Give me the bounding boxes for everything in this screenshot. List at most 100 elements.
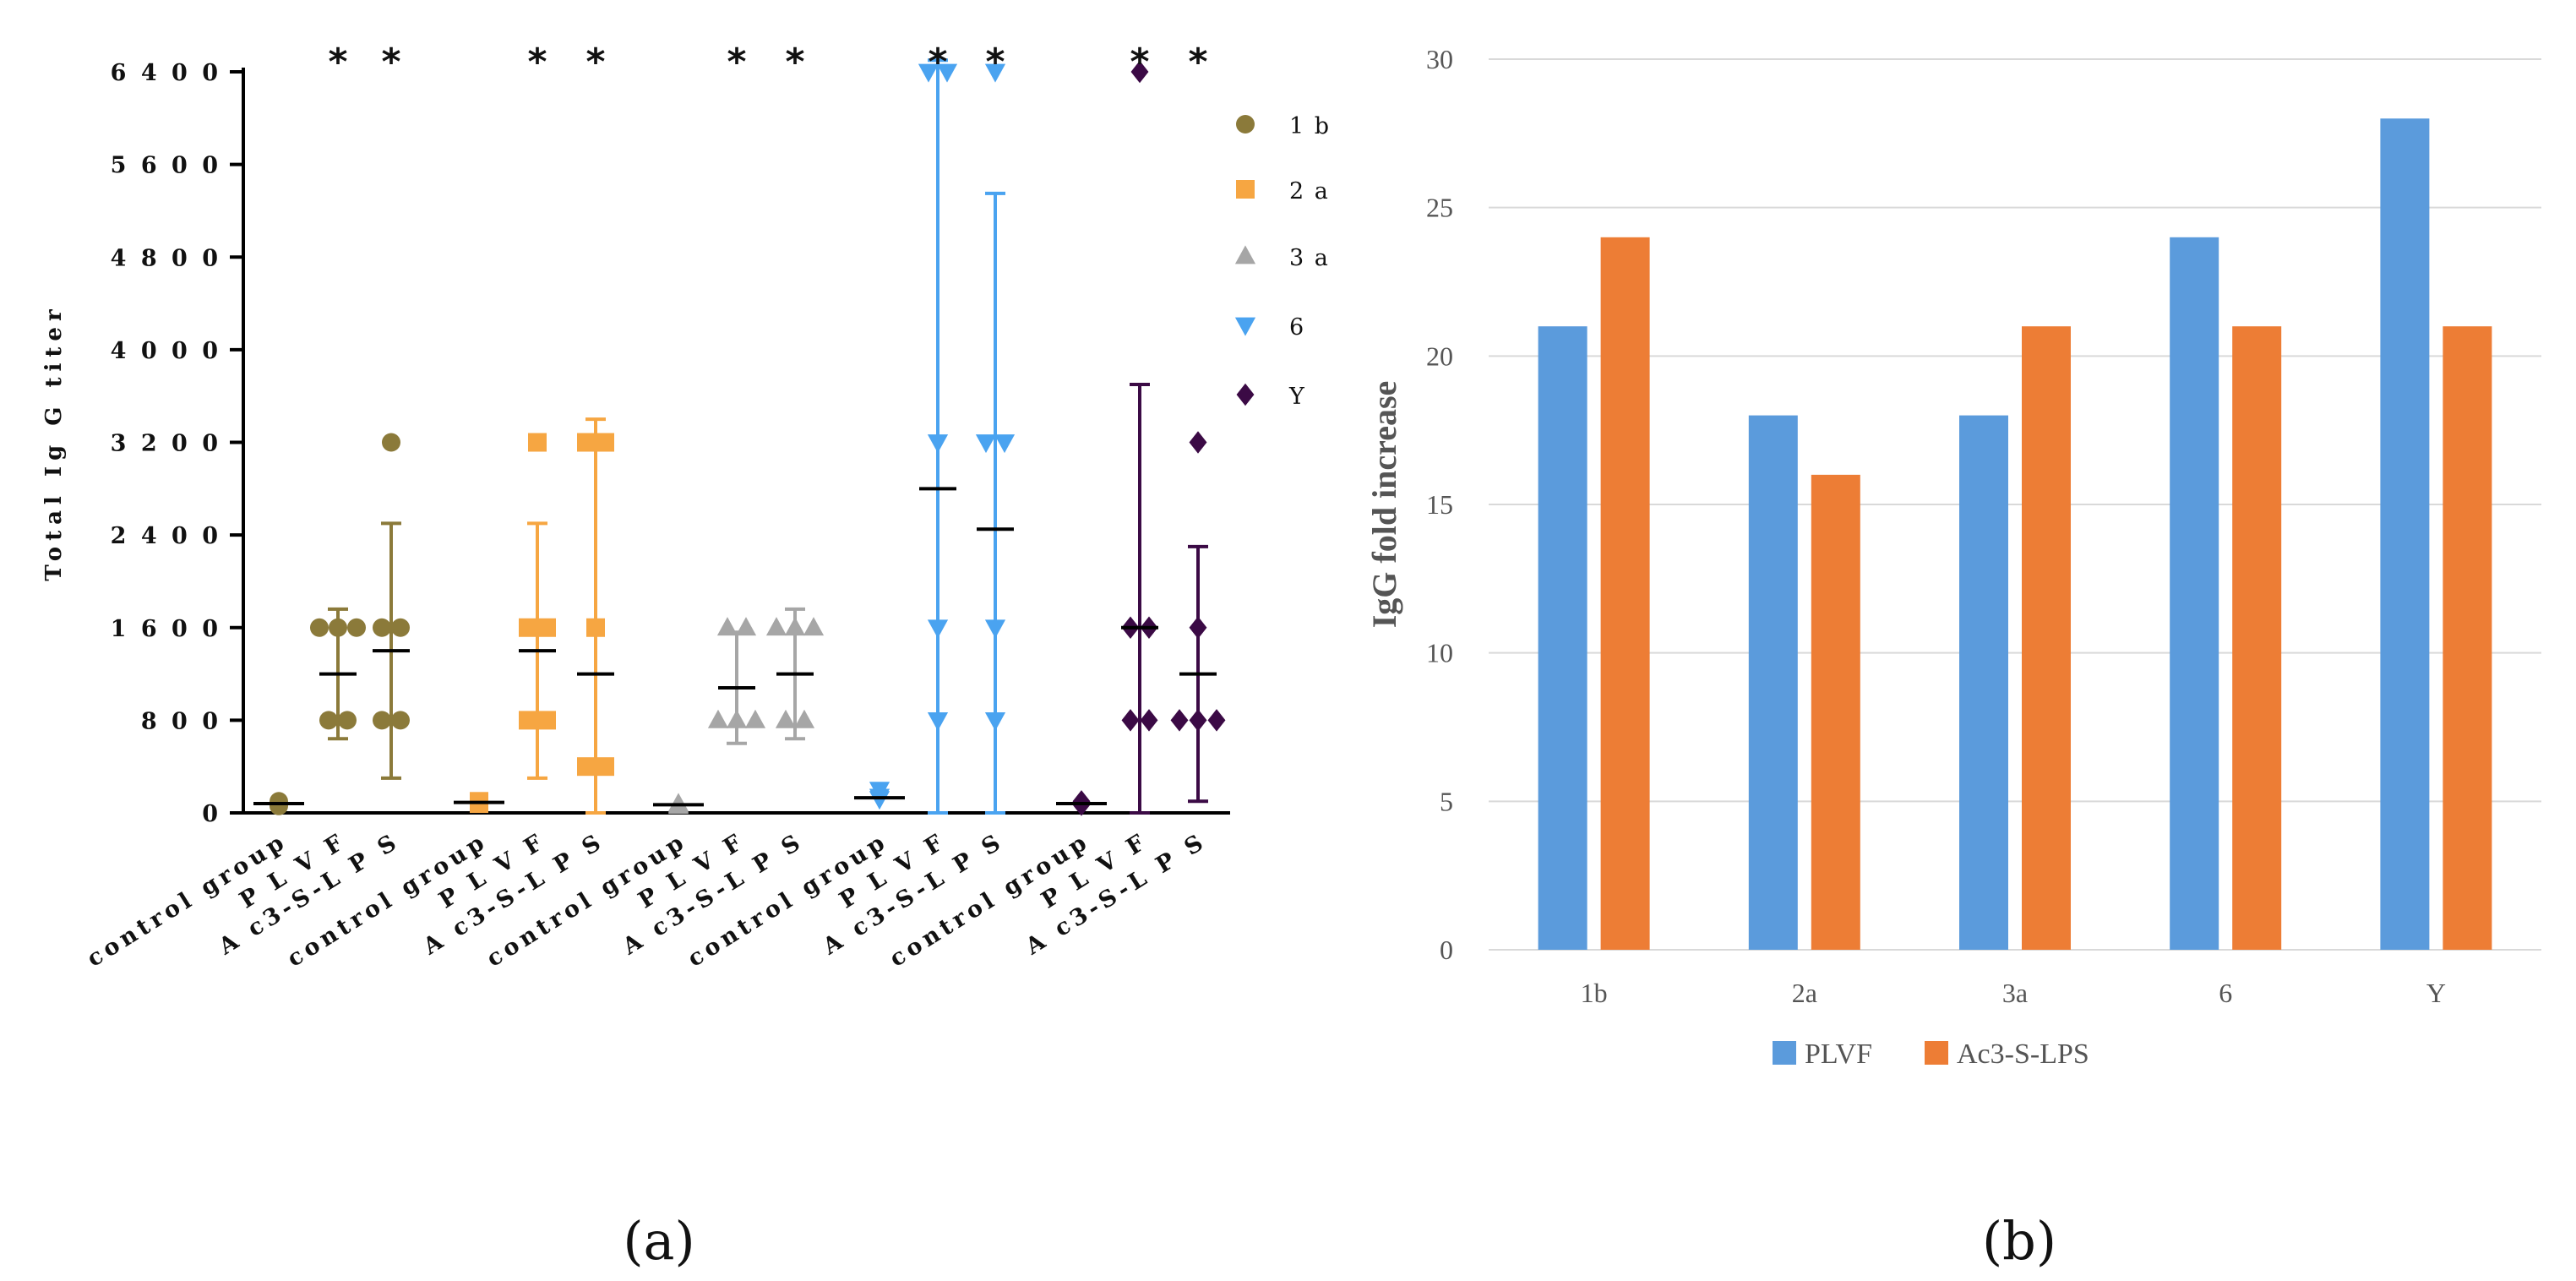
y-tick-label: 0	[1440, 935, 1453, 965]
data-point	[596, 757, 614, 777]
panel-a-label: (a)	[623, 1210, 694, 1272]
significance-star: *	[785, 41, 804, 84]
legend-swatch	[1925, 1041, 1948, 1065]
data-point	[726, 709, 748, 728]
data-point	[984, 63, 1006, 83]
data-point	[994, 434, 1016, 454]
legend-label: Y	[1288, 384, 1306, 410]
y-axis-title: IgG fold increase	[1365, 381, 1403, 629]
legend: PLVF Ac3-S-LPS	[1773, 1038, 2089, 1070]
data-point	[391, 711, 410, 730]
x-category-label: 6	[2219, 978, 2232, 1008]
data-point	[577, 433, 596, 452]
data-point	[382, 433, 400, 452]
data-point	[373, 618, 391, 637]
y-tick-label: 6 4 0 0	[111, 60, 221, 86]
data-point	[1189, 709, 1207, 732]
data-point	[1121, 709, 1140, 732]
data-point	[775, 709, 797, 728]
significance-star: *	[928, 41, 947, 84]
y-tick-label: 4 0 0 0	[111, 338, 221, 364]
bar-plvf	[2170, 237, 2219, 950]
legend-label: 6	[1289, 314, 1305, 341]
data-point	[744, 709, 766, 728]
data-point	[373, 711, 391, 730]
data-point	[577, 757, 596, 777]
group-column: *P L V F	[235, 41, 366, 914]
significance-star: *	[527, 41, 547, 84]
significance-star: *	[727, 41, 746, 84]
bar-group	[1748, 415, 1860, 951]
bar-ac3-s-lps	[2443, 326, 2492, 950]
y-tick-label: 20	[1426, 341, 1453, 371]
data-point	[1140, 709, 1158, 732]
bar-group	[2170, 237, 2282, 950]
data-point	[519, 618, 537, 637]
significance-star: *	[1188, 41, 1207, 84]
y-tick-label: 4 8 0 0	[111, 245, 221, 271]
data-point	[310, 618, 329, 637]
data-point	[918, 63, 939, 83]
legend-label: 1 b	[1289, 113, 1331, 139]
data-point	[793, 709, 815, 728]
data-point	[927, 619, 949, 639]
y-tick-label: 5 6 0 0	[111, 153, 221, 179]
group-column: *A c3-S-L P S	[418, 41, 614, 961]
data-point	[537, 711, 556, 730]
group-column: *A c3-S-L P S	[1021, 41, 1226, 961]
bar-group	[2380, 118, 2492, 950]
bar-group	[1959, 326, 2071, 951]
legend-label: PLVF	[1805, 1038, 1872, 1070]
group-column: *A c3-S-L P S	[818, 41, 1016, 961]
data-point	[537, 618, 556, 637]
bar-ac3-s-lps	[2232, 326, 2282, 950]
legend-label: 2 a	[1289, 178, 1330, 204]
data-point	[803, 617, 825, 636]
legend: 1 b 2 a 3 a 6 Y	[1234, 113, 1331, 410]
legend-marker	[1236, 180, 1255, 199]
y-tick-label: 1 6 0 0	[111, 616, 221, 642]
data-point	[347, 618, 366, 637]
significance-star: *	[1130, 41, 1149, 84]
data-point	[707, 709, 729, 728]
data-point	[984, 619, 1006, 639]
bar-plvf	[1959, 415, 2008, 951]
legend-swatch	[1773, 1041, 1796, 1065]
data-point	[391, 618, 410, 637]
y-tick-label: 25	[1426, 193, 1453, 223]
legend-marker	[1236, 115, 1255, 134]
series-1b: control group*P L V F*A c3-S-L P S	[83, 41, 410, 973]
data-point	[765, 617, 787, 636]
group-column: *P L V F	[434, 41, 556, 914]
bar-ac3-s-lps	[1811, 474, 1860, 950]
data-point	[1207, 709, 1226, 732]
data-point	[1130, 60, 1149, 84]
y-tick-label: 2 4 0 0	[111, 523, 221, 549]
y-tick-label: 30	[1426, 44, 1453, 74]
data-point	[735, 617, 757, 636]
bar-plvf	[1748, 415, 1798, 951]
x-category-label: 2a	[1792, 978, 1817, 1008]
y-tick-label: 10	[1426, 638, 1453, 668]
y-tick-label: 0	[202, 801, 221, 827]
data-point	[984, 712, 1006, 732]
data-point	[338, 711, 357, 730]
data-point	[927, 712, 949, 732]
y-tick-label: 15	[1426, 489, 1453, 520]
significance-star: *	[381, 41, 400, 84]
bar-plvf	[2380, 118, 2430, 950]
legend-marker	[1236, 383, 1255, 406]
data-point	[1189, 616, 1207, 639]
data-point	[927, 434, 949, 454]
bar-ac3-s-lps	[1600, 237, 1650, 950]
data-point	[1189, 431, 1207, 454]
bar-group	[1538, 237, 1650, 950]
significance-star: *	[985, 41, 1005, 84]
significance-star: *	[328, 41, 347, 84]
group-column: *A c3-S-L P S	[618, 41, 825, 961]
data-point	[519, 711, 537, 730]
bar-ac3-s-lps	[2022, 326, 2071, 950]
data-point	[784, 617, 806, 636]
data-point	[528, 433, 547, 452]
